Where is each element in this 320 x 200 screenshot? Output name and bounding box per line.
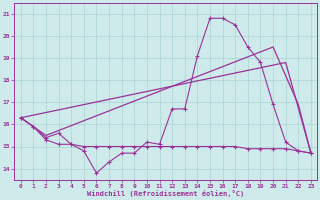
X-axis label: Windchill (Refroidissement éolien,°C): Windchill (Refroidissement éolien,°C) (87, 190, 244, 197)
